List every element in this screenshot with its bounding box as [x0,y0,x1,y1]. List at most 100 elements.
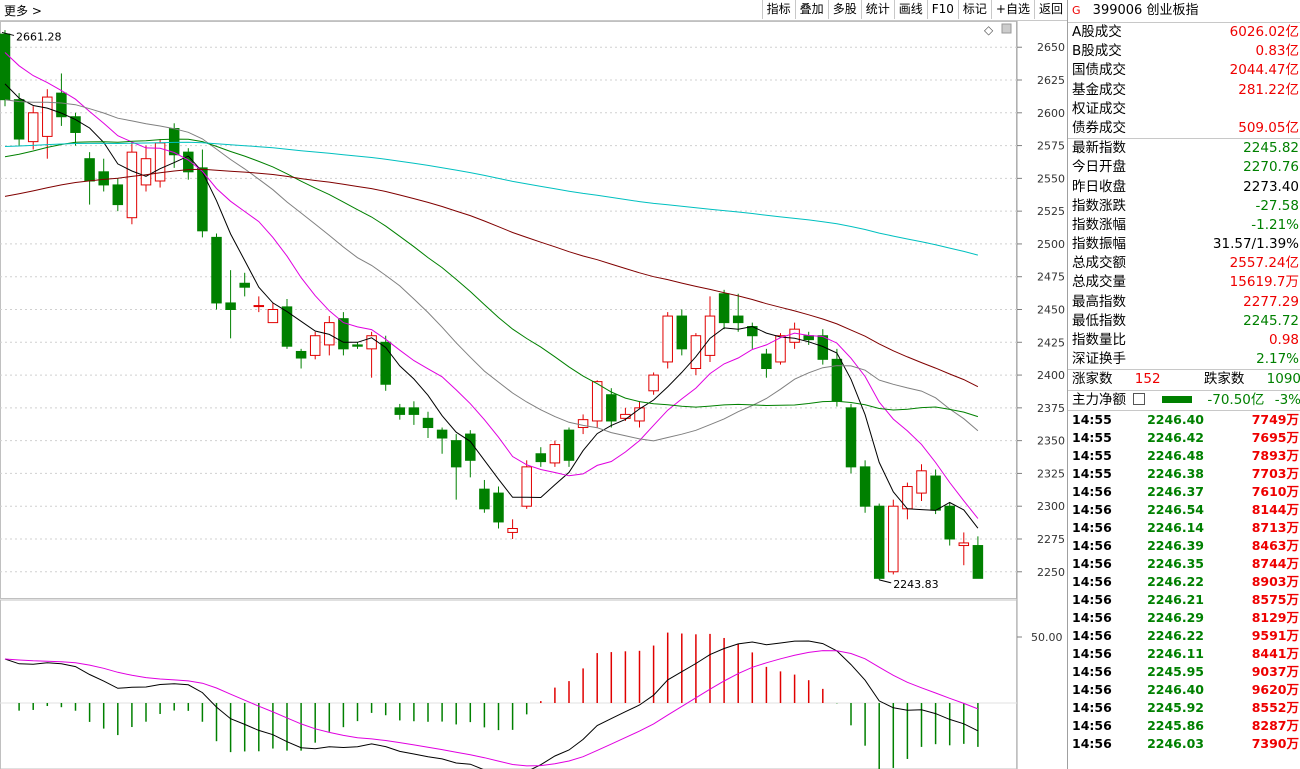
tick-volume: 9591万 [1251,627,1299,643]
tick-price: 2246.38 [1147,465,1204,481]
candle [309,335,321,356]
turnover-label: B股成交 [1072,43,1122,60]
tick-row: 14:56 2246.11 8441万 [1068,645,1300,663]
tick-price: 2246.39 [1147,537,1204,553]
candle [535,453,547,463]
tick-volume: 8744万 [1251,555,1299,571]
candle [183,151,194,173]
main-flow-pct: -3% [1274,391,1300,408]
tick-volume: 8144万 [1251,501,1299,517]
tick-row: 14:56 2246.14 8713万 [1068,519,1300,537]
tick-row: 14:56 2246.29 8129万 [1068,609,1300,627]
toolbar-tab-1[interactable]: 叠加 [794,0,828,19]
tick-volume: 8463万 [1251,537,1299,553]
candle [873,505,885,579]
stat-value: 2270.76 [1243,159,1299,176]
toolbar-tab-3[interactable]: 统计 [860,0,894,19]
tick-price: 2246.40 [1147,411,1204,427]
candle [789,328,800,343]
tick-volume: 7703万 [1251,465,1299,481]
tick-time: 14:56 [1072,663,1112,679]
dif-line [4,640,979,769]
indicator-tick-label: 50.00 [1031,631,1063,644]
flow-bar [1161,395,1192,403]
stat-value: 2277.29 [1243,293,1299,310]
tick-time: 14:56 [1072,573,1112,589]
turnover-row: 债券成交 509.05亿 [1068,119,1300,138]
max-marker-arrow [1,31,15,36]
candle [211,236,222,304]
ma5-line [4,83,979,529]
scroll-handle [1001,23,1012,34]
toolbar-tab-6[interactable]: 标记 [957,0,991,19]
stat-row: 最低指数 2245.72 [1068,312,1300,331]
tick-price: 2246.22 [1147,627,1204,643]
more-menu-button[interactable]: 更多 > [4,4,42,18]
stat-row: 指数量比 0.98 [1068,331,1300,350]
y-tick-label: 2425 [1037,336,1065,349]
stat-value: -27.58 [1255,197,1299,214]
tick-volume: 7893万 [1251,447,1299,463]
candle [450,440,462,468]
tick-volume: 7695万 [1251,429,1299,445]
tick-time: 14:56 [1072,519,1112,535]
stat-row: 指数涨跌 -27.58 [1068,197,1300,216]
stat-value: 2245.82 [1243,140,1299,157]
tick-price: 2246.37 [1147,483,1204,499]
quote-panel: G 399006 创业板指 A股成交 6026.02亿 B股成交 0.83亿 国债成交 2… [1067,0,1300,769]
y-tick-label: 2650 [1037,41,1065,54]
stat-value: 0.98 [1268,332,1299,348]
tick-price: 2246.03 [1147,735,1204,751]
turnover-row: A股成交 6026.02亿 [1068,23,1300,42]
y-tick-label: 2350 [1037,435,1065,448]
tick-row: 14:56 2246.21 8575万 [1068,591,1300,609]
index-stats: 最新指数 2245.82 今日开盘 2270.76 昨日收盘 2273.40 指数涨跌 -27… [1068,139,1300,371]
kline-chart[interactable]: 2250 2275 2300 2325 2350 2375 2400 2425 2450 2475… [0,21,1067,769]
tick-time: 14:56 [1072,699,1112,715]
candle [126,151,138,219]
candle [197,167,208,232]
toolbar-tab-7[interactable]: +自选 [990,0,1034,19]
turnover-value: 2044.47亿 [1229,62,1299,79]
candle [394,407,406,415]
candle [732,315,744,324]
toolbar-tab-8[interactable]: 返回 [1033,0,1067,19]
candle [42,96,53,137]
tick-row: 14:56 2245.92 8552万 [1068,699,1300,717]
turnover-value: 509.05亿 [1238,119,1299,136]
y-tick-label: 2450 [1037,304,1065,317]
candle [521,466,532,507]
tick-price: 2246.42 [1147,429,1204,445]
y-tick-label: 2475 [1037,271,1065,284]
turnover-label: 基金成交 [1072,81,1126,98]
toolbar-tab-5[interactable]: F10 [926,0,958,19]
candle [436,429,448,439]
stat-row: 最新指数 2245.82 [1068,139,1300,158]
toolbar-tab-2[interactable]: 多股 [827,0,861,19]
candle [366,335,377,350]
tick-time: 14:56 [1072,483,1112,499]
tick-list[interactable]: 14:55 2246.40 7749万 14:55 2246.42 7695万 14:55 2… [1068,411,1300,753]
candle [704,315,716,356]
toolbar-tab-0[interactable]: 指标 [761,0,795,19]
turnover-label: 债券成交 [1072,119,1126,136]
candle [84,158,95,182]
candle [634,407,645,422]
toolbar-tab-4[interactable]: 画线 [893,0,927,19]
down-count-label: 跌家数 [1203,371,1245,388]
candle [281,306,293,347]
toolbar-tabs: 指标 叠加 多股 统计 画线 F10 标记 +自选 返回 [761,0,1067,20]
tick-time: 14:56 [1072,681,1112,697]
candle [803,335,814,341]
stat-label: 今日开盘 [1072,159,1126,176]
tick-row: 14:55 2246.48 7893万 [1068,447,1300,465]
stat-value: -1.21% [1251,216,1299,233]
list-icon[interactable] [1133,392,1146,405]
stat-value: 2557.24亿 [1229,255,1299,272]
candle [168,128,180,156]
tick-row: 14:56 2246.40 9620万 [1068,681,1300,699]
candle [761,353,772,370]
tick-price: 2246.35 [1147,555,1204,571]
candle [267,309,279,324]
candle [549,444,561,464]
